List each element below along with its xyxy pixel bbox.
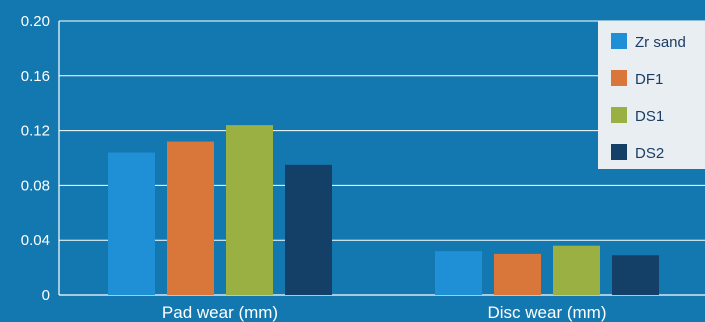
bar-ds1 <box>226 125 273 296</box>
y-tick-label: 0.08 <box>21 177 50 194</box>
bar-ds2 <box>612 255 659 295</box>
bar-df1 <box>167 141 214 295</box>
y-tick-label: 0.04 <box>21 232 50 249</box>
y-tick-label: 0.20 <box>21 13 50 30</box>
legend-label: DS1 <box>635 108 664 125</box>
legend-label: Zr sand <box>635 34 686 51</box>
bar-df1 <box>494 253 541 295</box>
bar-zr-sand <box>435 251 482 295</box>
legend-swatch <box>611 107 627 123</box>
bar-zr-sand <box>108 152 155 295</box>
legend-swatch <box>611 70 627 86</box>
bar-ds2 <box>285 164 332 295</box>
y-tick-label: 0 <box>42 287 50 304</box>
y-tick-label: 0.12 <box>21 123 50 140</box>
bar-ds1 <box>553 245 600 295</box>
x-category-label: Disc wear (mm) <box>488 303 607 322</box>
y-tick-label: 0.16 <box>21 68 50 85</box>
legend-label: DF1 <box>635 71 663 88</box>
legend-swatch <box>611 33 627 49</box>
legend-swatch <box>611 144 627 160</box>
x-category-label: Pad wear (mm) <box>162 303 278 322</box>
legend-label: DS2 <box>635 145 664 162</box>
